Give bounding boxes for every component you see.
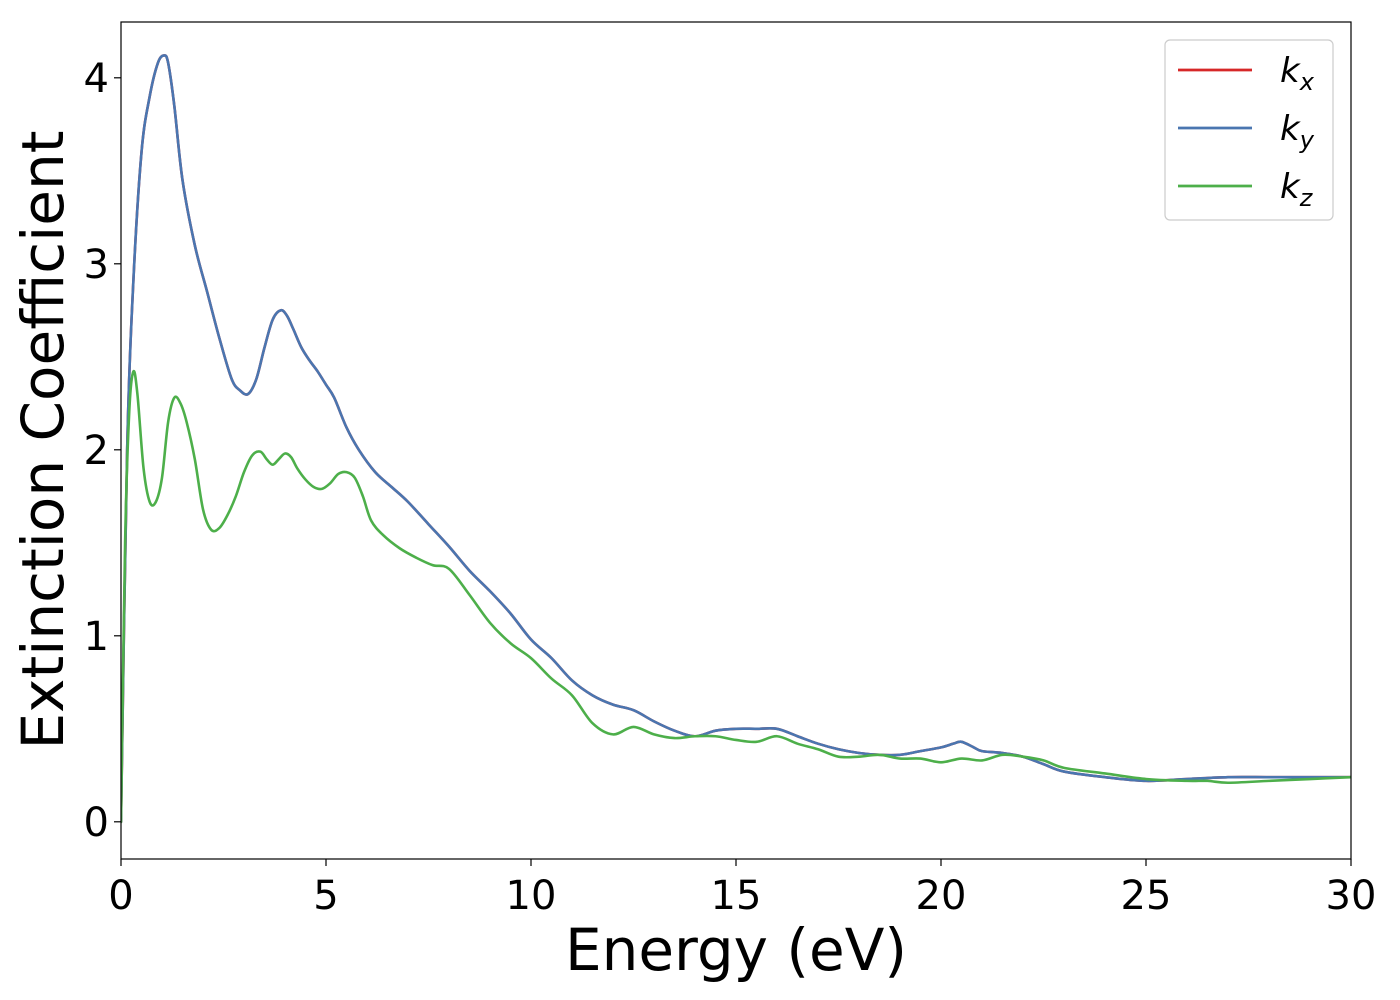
legend-label: kx	[1280, 51, 1315, 96]
legend-label: ky	[1280, 109, 1315, 154]
x-tick-label: 10	[506, 873, 557, 919]
y-tick-label: 1	[84, 614, 109, 660]
x-tick-label: 0	[108, 873, 133, 919]
y-tick-label: 0	[84, 800, 109, 846]
y-axis-title: Extinction Coefficient	[9, 131, 77, 750]
x-axis: 0 5 10 15 20 25 30	[108, 859, 1376, 919]
series-line-ky	[121, 54, 1351, 824]
x-tick-label: 15	[711, 873, 762, 919]
y-tick-label: 2	[84, 428, 109, 474]
x-tick-label: 25	[1121, 873, 1172, 919]
plot-lines	[121, 54, 1351, 824]
y-tick-label: 4	[84, 56, 109, 102]
x-tick-label: 20	[916, 873, 967, 919]
legend-box	[1164, 39, 1334, 221]
y-axis: 0 1 2 3 4	[84, 56, 121, 846]
x-tick-label: 30	[1326, 873, 1377, 919]
series-line-kz	[121, 369, 1351, 824]
y-tick-label: 3	[84, 242, 109, 288]
x-tick-label: 5	[313, 873, 338, 919]
x-axis-title: Energy (eV)	[565, 916, 907, 984]
